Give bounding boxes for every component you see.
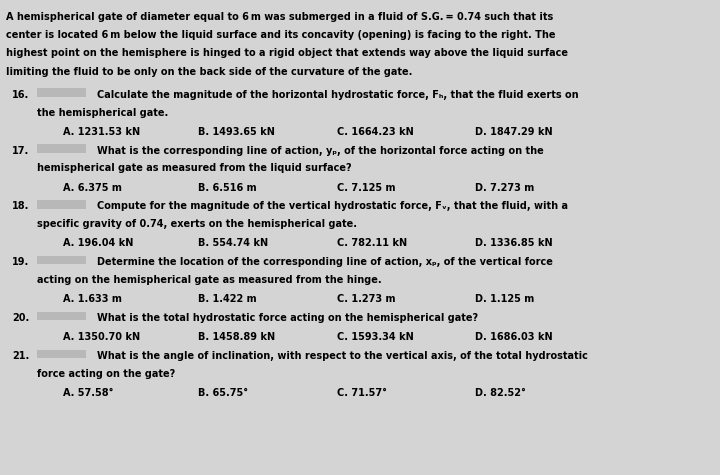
Text: Compute for the magnitude of the vertical hydrostatic force, Fᵥ, that the fluid,: Compute for the magnitude of the vertica…: [97, 201, 568, 211]
Text: B. 554.74 kN: B. 554.74 kN: [198, 238, 268, 248]
Text: A. 196.04 kN: A. 196.04 kN: [63, 238, 133, 248]
Text: C. 71.57°: C. 71.57°: [337, 388, 387, 398]
Text: 16.: 16.: [12, 90, 30, 100]
Text: D. 1686.03 kN: D. 1686.03 kN: [475, 332, 553, 342]
Text: A. 6.375 m: A. 6.375 m: [63, 182, 122, 192]
Text: C. 1664.23 kN: C. 1664.23 kN: [337, 127, 414, 137]
Text: B. 1458.89 kN: B. 1458.89 kN: [198, 332, 275, 342]
Text: B. 1493.65 kN: B. 1493.65 kN: [198, 127, 275, 137]
Text: D. 7.273 m: D. 7.273 m: [475, 182, 534, 192]
Bar: [37, 144, 86, 153]
Text: 18.: 18.: [12, 201, 30, 211]
Text: What is the corresponding line of action, yₚ, of the horizontal force acting on : What is the corresponding line of action…: [97, 145, 544, 155]
Text: acting on the hemispherical gate as measured from the hinge.: acting on the hemispherical gate as meas…: [37, 275, 382, 285]
Text: A. 1350.70 kN: A. 1350.70 kN: [63, 332, 140, 342]
Text: 20.: 20.: [12, 313, 30, 323]
Bar: [37, 256, 86, 265]
Text: D. 82.52°: D. 82.52°: [475, 388, 526, 398]
Text: center is located 6 m below the liquid surface and its concavity (opening) is fa: center is located 6 m below the liquid s…: [6, 30, 555, 40]
Text: C. 782.11 kN: C. 782.11 kN: [337, 238, 407, 248]
Text: D. 1336.85 kN: D. 1336.85 kN: [475, 238, 553, 248]
Text: 19.: 19.: [12, 257, 30, 267]
Text: D. 1847.29 kN: D. 1847.29 kN: [475, 127, 553, 137]
Text: A. 1.633 m: A. 1.633 m: [63, 294, 122, 304]
Text: the hemispherical gate.: the hemispherical gate.: [37, 107, 168, 117]
Text: highest point on the hemisphere is hinged to a rigid object that extends way abo: highest point on the hemisphere is hinge…: [6, 48, 568, 58]
Text: A. 57.58°: A. 57.58°: [63, 388, 113, 398]
Text: 21.: 21.: [12, 351, 30, 361]
Text: force acting on the gate?: force acting on the gate?: [37, 369, 176, 379]
Text: Calculate the magnitude of the horizontal hydrostatic force, Fₕ, that the fluid : Calculate the magnitude of the horizonta…: [97, 90, 579, 100]
Text: A hemispherical gate of diameter equal to 6 m was submerged in a fluid of S.G. =: A hemispherical gate of diameter equal t…: [6, 12, 553, 22]
Text: hemispherical gate as measured from the liquid surface?: hemispherical gate as measured from the …: [37, 163, 352, 173]
Text: C. 1.273 m: C. 1.273 m: [337, 294, 395, 304]
Text: specific gravity of 0.74, exerts on the hemispherical gate.: specific gravity of 0.74, exerts on the …: [37, 219, 357, 229]
Text: C. 1593.34 kN: C. 1593.34 kN: [337, 332, 414, 342]
Text: What is the total hydrostatic force acting on the hemispherical gate?: What is the total hydrostatic force acti…: [97, 313, 478, 323]
Bar: [37, 350, 86, 358]
Text: limiting the fluid to be only on the back side of the curvature of the gate.: limiting the fluid to be only on the bac…: [6, 66, 412, 77]
Text: A. 1231.53 kN: A. 1231.53 kN: [63, 127, 140, 137]
Text: B. 65.75°: B. 65.75°: [198, 388, 248, 398]
Bar: [37, 312, 86, 320]
Text: Determine the location of the corresponding line of action, xₚ, of the vertical : Determine the location of the correspond…: [97, 257, 553, 267]
Bar: [37, 88, 86, 97]
Text: B. 1.422 m: B. 1.422 m: [198, 294, 256, 304]
Text: B. 6.516 m: B. 6.516 m: [198, 182, 256, 192]
Text: D. 1.125 m: D. 1.125 m: [475, 294, 534, 304]
Bar: [37, 200, 86, 209]
Text: C. 7.125 m: C. 7.125 m: [337, 182, 395, 192]
Text: What is the angle of inclination, with respect to the vertical axis, of the tota: What is the angle of inclination, with r…: [97, 351, 588, 361]
Text: 17.: 17.: [12, 145, 30, 155]
